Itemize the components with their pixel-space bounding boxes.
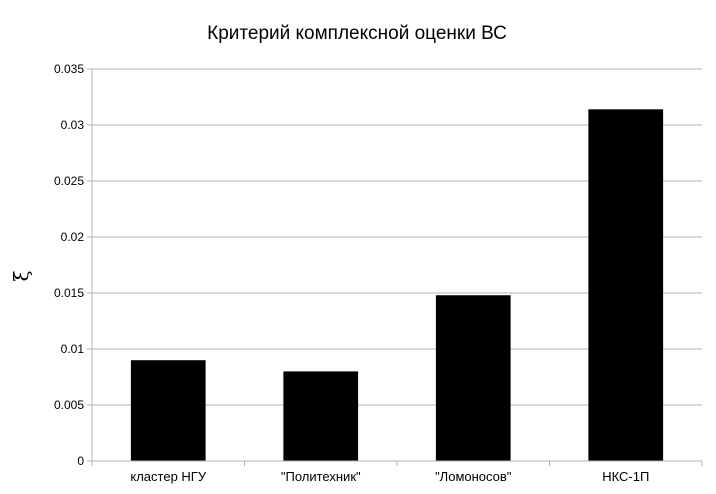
y-tick-labels: 0 0.005 0.01 0.015 0.02 0.025 0.03 0.035 xyxy=(54,62,84,468)
y-tick-label: 0.02 xyxy=(61,230,85,244)
x-category-label: НКС-1П xyxy=(602,469,649,484)
x-category-label: "Ломоносов" xyxy=(435,469,512,484)
y-tick-label: 0.025 xyxy=(54,174,84,188)
y-tick-label: 0.035 xyxy=(54,62,84,76)
x-category-label: "Политехник" xyxy=(281,469,361,484)
y-axis-label: ξ xyxy=(9,270,33,281)
chart-title: Критерий комплексной оценки ВС xyxy=(207,23,507,44)
bars xyxy=(130,109,664,461)
bar xyxy=(283,371,359,461)
x-category-labels: кластер НГУ "Политехник" "Ломоносов" НКС-1П xyxy=(91,461,703,484)
x-category-label: кластер НГУ xyxy=(130,469,206,484)
y-tick-label: 0.01 xyxy=(61,342,85,356)
y-tick-label: 0.03 xyxy=(61,118,85,132)
y-tick-label: 0 xyxy=(77,454,84,468)
bar xyxy=(130,360,206,461)
bar xyxy=(435,295,511,461)
y-tick-label: 0.005 xyxy=(54,398,84,412)
y-tick-label: 0.015 xyxy=(54,286,84,300)
bar xyxy=(588,109,664,461)
